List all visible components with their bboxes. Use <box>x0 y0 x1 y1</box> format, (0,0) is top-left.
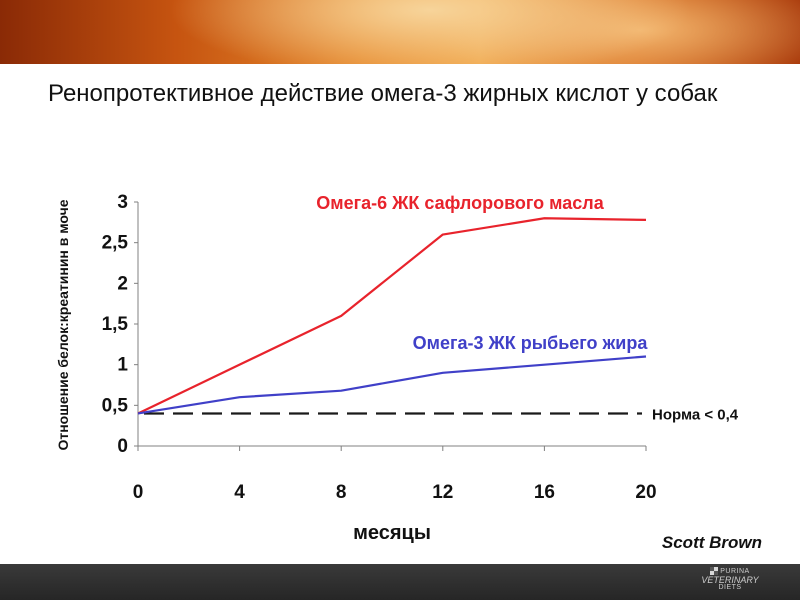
y-tick-label: 1 <box>117 355 128 376</box>
x-tick-label: 12 <box>432 482 453 503</box>
slide-title: Ренопротективное действие омега-3 жирных… <box>48 80 718 107</box>
y-tick-label: 0,5 <box>102 395 129 416</box>
purina-logo: PURINA VETERINARY DIETS <box>701 567 759 591</box>
series-line-2 <box>137 355 647 415</box>
x-tick-label: 16 <box>534 482 555 503</box>
reference-line-label: Норма < 0,4 <box>652 406 739 423</box>
y-tick-label: 3 <box>117 192 128 213</box>
series-line-1 <box>137 217 647 415</box>
header-banner <box>0 0 800 64</box>
y-axis-title: Отношение белок:креатинин в моче <box>55 199 71 450</box>
checkerboard-icon <box>710 567 719 575</box>
y-tick-label: 1,5 <box>102 314 129 335</box>
y-tick-label: 2 <box>117 273 128 294</box>
y-tick-label: 0 <box>117 436 128 457</box>
footer-bar: PURINA VETERINARY DIETS <box>0 564 800 600</box>
x-tick-label: 4 <box>234 482 245 503</box>
x-tick-label: 20 <box>635 482 656 503</box>
author-credit: Scott Brown <box>661 533 762 552</box>
y-tick-label: 2,5 <box>102 233 129 254</box>
x-tick-label: 8 <box>336 482 347 503</box>
x-tick-label: 0 <box>133 482 144 503</box>
series-label-2: Омега-3 ЖК рыбьего жира <box>413 333 649 353</box>
series-label-1: Омега-6 ЖК сафлорового масла <box>316 193 604 213</box>
x-axis-title: месяцы <box>353 522 431 544</box>
